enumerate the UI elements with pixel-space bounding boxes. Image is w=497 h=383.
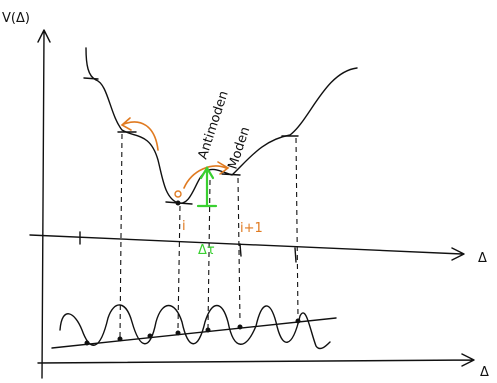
label-i-plus-1: i+1 [240,221,263,236]
bottom-axis [38,354,474,366]
origin-marker [175,191,181,197]
hop-arrow [122,118,158,150]
x-axis-label: Δ [480,365,489,380]
state-point [176,201,181,206]
middle-axis [30,235,464,260]
projection [120,134,298,338]
barrier-arrow [198,168,216,206]
y-axis-label: V(Δ) [2,11,30,26]
diagram: V(Δ) Δ Δ i i+1 Δτ Antimoden Moden [0,0,497,383]
label-delta: Δτ [198,243,215,258]
label-moden: Moden [226,125,254,171]
wave [60,305,330,349]
tick [80,232,296,262]
y-axis [38,30,50,378]
label-i: i [182,219,186,234]
minimum-mark [84,78,298,204]
x-axis-label: Δ [478,251,487,266]
label-antimoden: Antimoden [196,89,232,161]
potential-curve [86,48,357,203]
